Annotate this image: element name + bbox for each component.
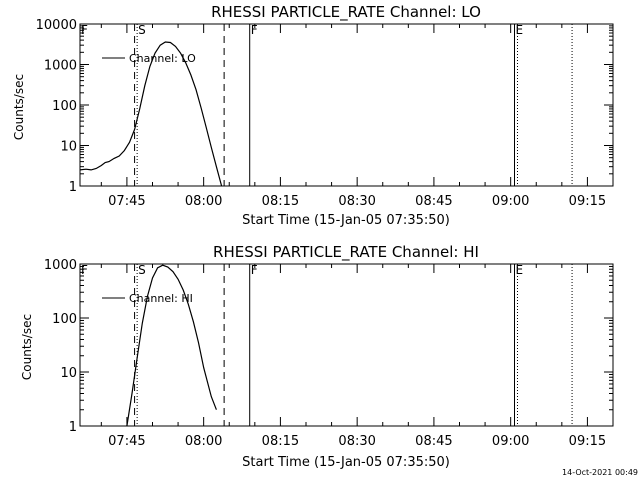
y-tick-label: 1 <box>69 180 77 195</box>
legend: Channel: HI <box>102 292 193 305</box>
plot-area: 1 10 100 1000 10000 07:45 08:00 08:15 08:30 08:45… <box>36 18 614 209</box>
panel-hi: RHESSI PARTICLE_RATE Channel: HI Counts/… <box>20 243 614 470</box>
x-tick-label: 08:30 <box>338 194 375 209</box>
panel-lo: RHESSI PARTICLE_RATE Channel: LO Counts/… <box>12 3 614 228</box>
x-tick-label: 07:45 <box>108 434 145 449</box>
plot-area: 1 10 100 1000 07:45 08:00 08:15 08:30 08:45 09:00… <box>44 258 614 449</box>
footer-timestamp: 14-Oct-2021 00:49 <box>562 468 638 477</box>
y-tick-label: 100 <box>52 312 77 327</box>
x-tick-label: 08:45 <box>415 434 452 449</box>
x-tick-label: 08:15 <box>262 434 299 449</box>
x-tick-label: 08:00 <box>185 194 222 209</box>
chart-title: RHESSI PARTICLE_RATE Channel: HI <box>213 243 479 262</box>
legend-label: Channel: HI <box>129 292 193 305</box>
x-tick-label: 08:45 <box>415 194 452 209</box>
x-axis-label: Start Time (15-Jan-05 07:35:50) <box>242 213 450 228</box>
x-tick-label: 09:00 <box>492 434 529 449</box>
y-tick-label: 1000 <box>44 59 77 74</box>
y-axis-label: Counts/sec <box>20 314 34 380</box>
x-tick-label: 08:15 <box>262 194 299 209</box>
event-marker-label: E <box>516 23 524 37</box>
y-axis-label: Counts/sec <box>12 74 26 140</box>
x-tick-label: 07:45 <box>108 194 145 209</box>
y-tick-label: 10000 <box>36 18 77 33</box>
legend-label: Channel: LO <box>129 52 196 65</box>
x-tick-label: 09:15 <box>569 194 606 209</box>
event-marker-label: F <box>81 263 88 277</box>
x-tick-label: 09:15 <box>569 434 606 449</box>
y-tick-label: 10 <box>60 366 77 381</box>
x-tick-label: 09:00 <box>492 194 529 209</box>
event-marker-label: F <box>251 263 258 277</box>
chart-title: RHESSI PARTICLE_RATE Channel: LO <box>211 3 481 22</box>
x-axis-label: Start Time (15-Jan-05 07:35:50) <box>242 455 450 470</box>
y-tick-label: 1 <box>69 420 77 435</box>
event-marker-label: F <box>81 23 88 37</box>
series-line <box>79 41 223 187</box>
x-tick-label: 08:00 <box>185 434 222 449</box>
event-marker-label: E <box>516 263 524 277</box>
y-tick-label: 1000 <box>44 258 77 273</box>
x-tick-label: 08:30 <box>338 434 375 449</box>
event-marker-label: S <box>138 263 146 277</box>
series-line <box>126 264 217 427</box>
y-tick-label: 100 <box>52 99 77 114</box>
event-marker-label: F <box>251 23 258 37</box>
event-marker-label: S <box>138 23 146 37</box>
legend: Channel: LO <box>102 52 196 65</box>
y-tick-label: 10 <box>60 140 77 155</box>
